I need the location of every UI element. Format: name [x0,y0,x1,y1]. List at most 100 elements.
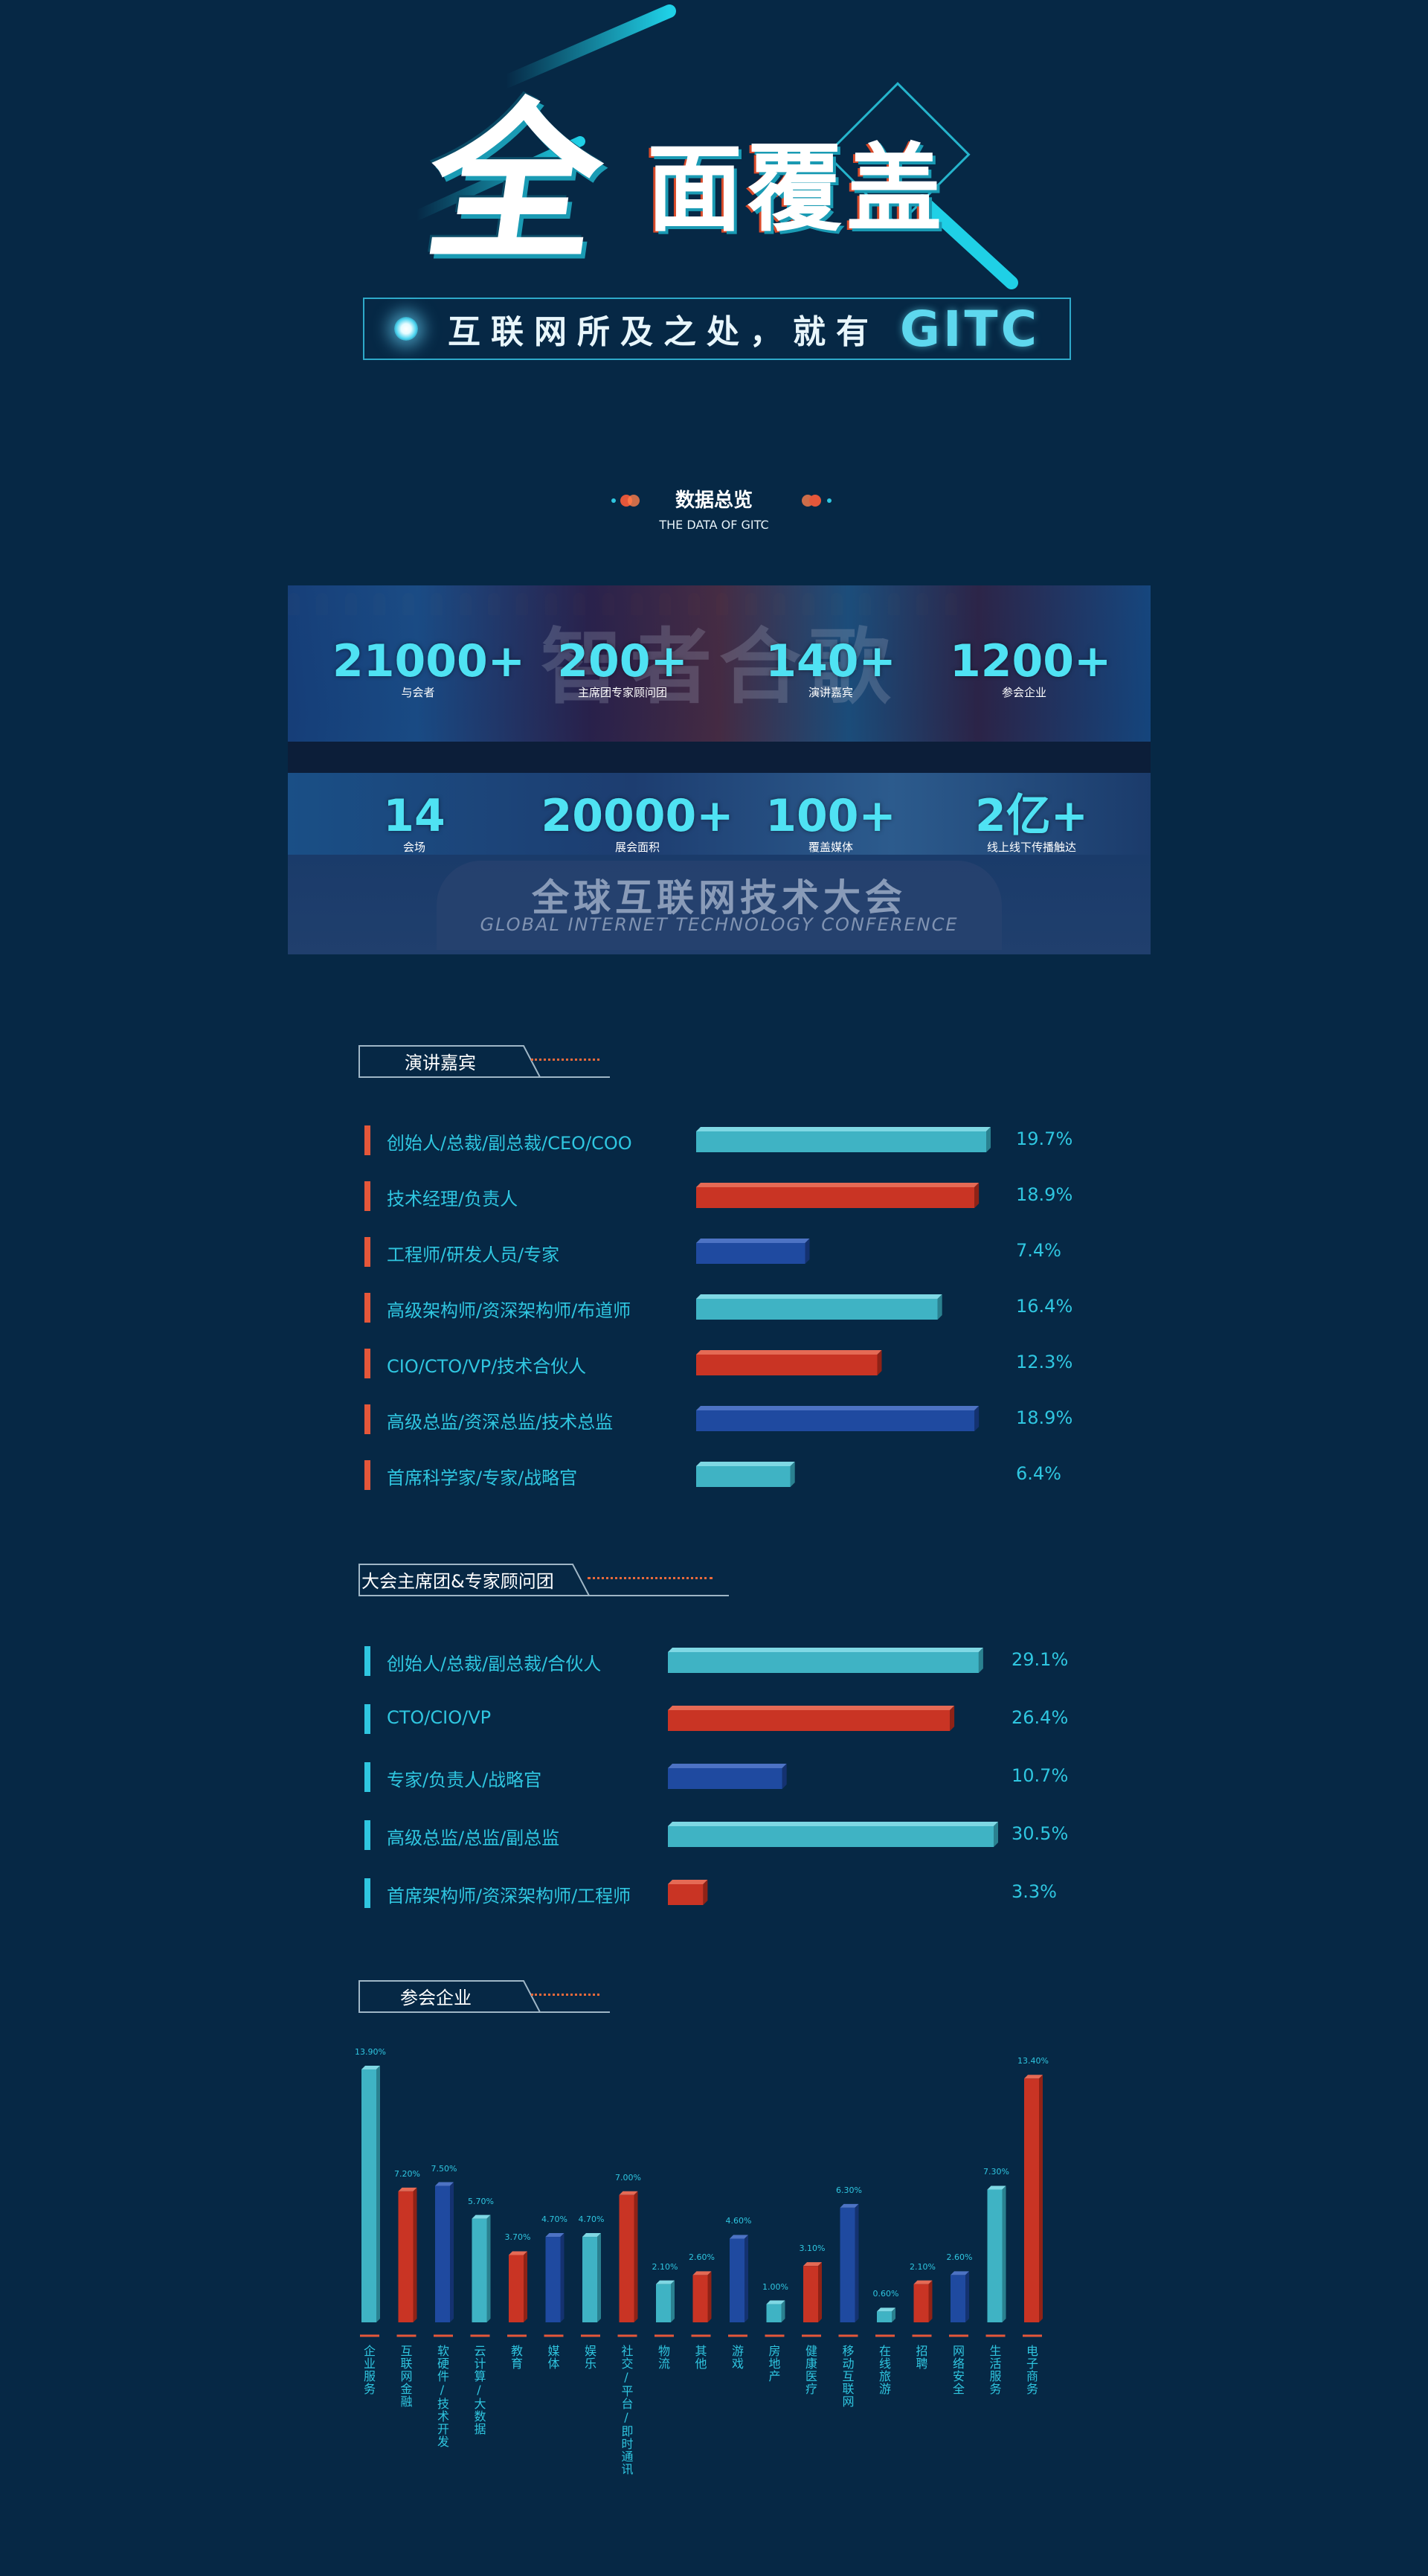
value-label: 29.1% [1012,1649,1069,1670]
bar-row: CTO/CIO/VP 26.4% [364,1698,1078,1734]
stat-value: 200+ [557,635,688,687]
section-dots [531,1059,599,1061]
row-marker [364,1460,370,1490]
bar-row: 专家/负责人/战略官 10.7% [364,1756,1078,1792]
section-header-committee: 大会主席团&专家顾问团 [358,1564,730,1596]
section-title: 大会主席团&专家顾问团 [361,1571,554,1592]
row-marker [364,1878,370,1908]
category-label: 生活服务 [987,2345,1002,2395]
hero-title-char-1: 全 [415,83,615,283]
value-label: 2.60% [946,2252,973,2263]
row-marker [364,1762,370,1792]
stage-podium [437,861,1002,950]
stat-label: 主席团专家顾问团 [577,686,667,699]
stat-value: 20000+ [541,790,734,842]
hero-decoration [411,4,1018,289]
stat-item: 21000+ 与会者 [332,635,526,700]
bar [656,2280,675,2322]
bar [582,2233,601,2322]
light-bulb-icon [394,317,418,341]
stat-value: 2亿+ [974,790,1089,842]
category-label: 企业服务 [361,2345,376,2395]
hero-banner: 全 面覆盖 互联网所及之处，就有 GITC [0,0,1428,387]
category-label: 物流 [656,2345,670,2370]
bar [1024,2075,1043,2322]
stat-item: 20000+ 展会面积 [541,792,734,855]
bar [696,1239,810,1264]
value-label: 0.60% [872,2289,899,2299]
category-label: 软硬件/技术开发 [435,2345,449,2448]
category-label: 招聘 [913,2345,928,2370]
conference-banner-cn: 全球互联网技术大会 [532,876,907,919]
stat-label: 会场 [402,841,425,854]
vertical-bars [360,2066,1043,2337]
category-label: 高级总监/总监/副总监 [387,1828,560,1849]
slogan-box: 互联网所及之处，就有 GITC [363,298,1071,360]
value-label: 1.00% [762,2281,788,2292]
value-label: 30.5% [1012,1823,1069,1844]
bar [766,2300,785,2322]
bar [545,2233,565,2322]
committee-bar-chart: 创始人/总裁/副总裁/合伙人 29.1% CTO/CIO/VP 26.4% 专家/负责人… [364,1640,1078,1938]
speakers-bar-chart: 创始人/总裁/副总裁/CEO/COO 19.7% 技术经理/负责人 18.9% 工程师/… [364,1120,1078,1521]
value-label: 4.70% [578,2214,605,2225]
category-label: CTO/CIO/VP [387,1707,492,1728]
bar-row: 首席科学家/专家/战略官 6.4% [364,1454,1078,1490]
photo-background-text: 智者合歌 [541,620,898,715]
value-label: 3.3% [1012,1881,1057,1902]
stat-value: 14 [383,790,446,842]
stat-value: 140+ [765,635,896,687]
bar [668,1706,955,1731]
stat-value: 21000+ [332,635,526,687]
bar [509,2251,527,2322]
bar [951,2271,969,2322]
stat-item: 1200+ 参会企业 [950,637,1111,700]
bar [913,2280,933,2322]
row-marker [364,1646,370,1676]
conference-banner-en: GLOBAL INTERNET TECHNOLOGY CONFERENCE [480,914,959,935]
category-label: 首席架构师/资深架构师/工程师 [387,1886,631,1907]
bar [987,2185,1006,2322]
row-marker [364,1181,370,1211]
slogan-text: 互联网所及之处，就有 [448,313,879,351]
category-label: 移动互联网 [840,2345,855,2408]
value-label: 7.20% [394,2168,420,2179]
category-label: 娱乐 [582,2345,596,2370]
category-label: 在线旅游 [877,2345,891,2395]
stat-label: 参会企业 [1001,686,1046,699]
bar [668,1880,708,1905]
value-label: 7.30% [983,2167,1009,2177]
row-marker [364,1704,370,1734]
category-label: 教育 [509,2345,523,2370]
value-label: 19.7% [1016,1128,1073,1149]
row-marker [364,1404,370,1434]
row-marker [364,1293,370,1323]
stat-item: 200+ 主席团专家顾问团 [556,637,689,700]
bar [730,2235,748,2322]
bar [696,1294,942,1320]
category-label: 创始人/总裁/副总裁/CEO/COO [387,1133,632,1154]
bar-row: 高级架构师/资深架构师/布道师 16.4% [364,1287,1078,1323]
category-label: 社交/平台/即时通讯 [619,2345,634,2476]
category-label: 工程师/研发人员/专家 [387,1244,560,1265]
hero-title-rest: 面覆盖 [647,133,947,245]
bar [803,2262,822,2322]
value-label: 7.50% [431,2163,457,2174]
bar [696,1350,882,1375]
value-label: 4.70% [541,2214,567,2225]
bar [619,2191,638,2322]
row-marker [364,1349,370,1378]
bar [692,2271,712,2322]
row-marker [364,1125,370,1155]
bar [668,1764,787,1789]
category-label: 高级架构师/资深架构师/布道师 [387,1300,631,1321]
stat-value: 100+ [765,790,896,842]
value-label: 18.9% [1016,1184,1073,1205]
bar-row: 创始人/总裁/副总裁/CEO/COO 19.7% [364,1120,1078,1155]
section-header-speakers: 演讲嘉宾 [358,1045,611,1078]
stat-label: 演讲嘉宾 [808,686,853,699]
category-label: 其他 [692,2345,707,2370]
value-label: 6.4% [1016,1463,1061,1484]
bar [361,2066,380,2322]
value-label: 26.4% [1012,1707,1069,1728]
